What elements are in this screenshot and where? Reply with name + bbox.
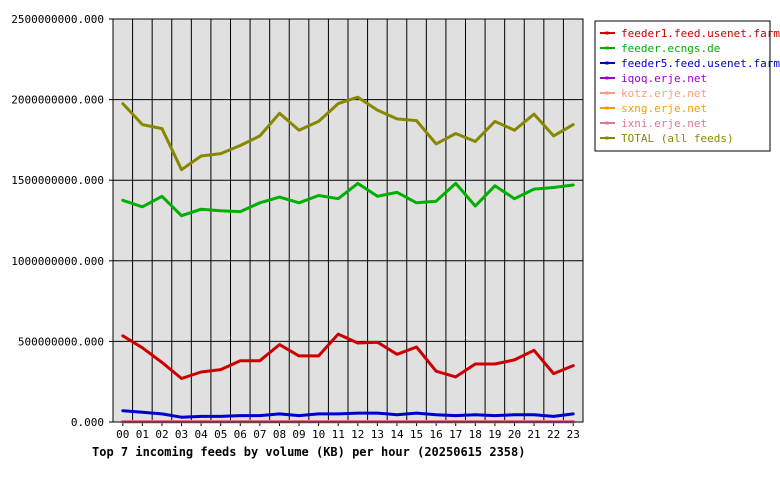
series-line-feeder5-feed-usenet-farm [121, 409, 575, 419]
legend-label: iqoq.erje.net [621, 72, 707, 85]
legend-marker [605, 31, 609, 35]
series-line-feeder-ecngs-de [121, 181, 575, 218]
x-tick-label: 02 [155, 428, 168, 441]
legend-label: kotz.erje.net [621, 87, 707, 100]
y-tick-label: 2500000000.000 [11, 13, 104, 26]
x-tick-label: 16 [430, 428, 443, 441]
x-tick-label: 20 [508, 428, 521, 441]
plot-border [112, 18, 584, 423]
x-tick-label: 13 [371, 428, 384, 441]
legend-marker [605, 136, 609, 140]
x-tick-label: 03 [175, 428, 188, 441]
y-tick-label: 2000000000.000 [11, 94, 104, 107]
grid-lines [113, 19, 583, 422]
y-tick-label: 0.000 [71, 416, 104, 429]
y-tick-label: 1000000000.000 [11, 255, 104, 268]
x-tick-label: 17 [449, 428, 462, 441]
legend-marker [605, 106, 609, 110]
x-tick-label: 10 [312, 428, 325, 441]
x-axis-ticks: 00 01 02 03 04 05 06 07 08 09 10 11 12 13 14 15 16 17 18 19… [116, 422, 580, 441]
x-tick-label: 05 [214, 428, 227, 441]
y-tick-label: 500000000.000 [18, 335, 104, 348]
y-tick-label: 1500000000.000 [11, 174, 104, 187]
chart-title: Top 7 incoming feeds by volume (KB) per … [92, 445, 525, 459]
x-tick-label: 23 [567, 428, 580, 441]
series-line-feeder1-feed-usenet-farm [121, 332, 575, 380]
x-tick-label: 21 [527, 428, 540, 441]
legend-marker [605, 121, 609, 125]
x-tick-label: 09 [292, 428, 305, 441]
legend-marker [605, 46, 609, 50]
x-tick-label: 00 [116, 428, 129, 441]
x-tick-label: 04 [195, 428, 209, 441]
legend-label: sxng.erje.net [621, 102, 707, 115]
legend-box [594, 20, 771, 152]
x-tick-label: 22 [547, 428, 560, 441]
x-tick-label: 08 [273, 428, 286, 441]
legend-label: TOTAL (all feeds) [621, 132, 734, 145]
x-tick-label: 01 [136, 428, 149, 441]
legend-marker [605, 61, 609, 65]
legend-label: feeder.ecngs.de [621, 42, 720, 55]
x-tick-label: 11 [332, 428, 345, 441]
legend-marker [605, 76, 609, 80]
series-line-total-all-feeds [121, 95, 575, 172]
legend: feeder1.feed.usenet.farm feeder.ecngs.de f… [594, 20, 780, 152]
x-tick-label: 07 [253, 428, 266, 441]
y-axis-ticks: 0.000 500000000.000 1000000000.000 15000000… [11, 13, 113, 429]
x-tick-label: 15 [410, 428, 423, 441]
x-tick-label: 12 [351, 428, 364, 441]
legend-label: feeder1.feed.usenet.farm [621, 27, 780, 40]
x-tick-label: 19 [488, 428, 501, 441]
legend-label: ixni.erje.net [621, 117, 707, 130]
legend-marker [605, 91, 609, 95]
x-tick-label: 18 [469, 428, 482, 441]
x-tick-label: 06 [234, 428, 247, 441]
x-tick-label: 14 [390, 428, 404, 441]
legend-label: feeder5.feed.usenet.farm [621, 57, 780, 70]
